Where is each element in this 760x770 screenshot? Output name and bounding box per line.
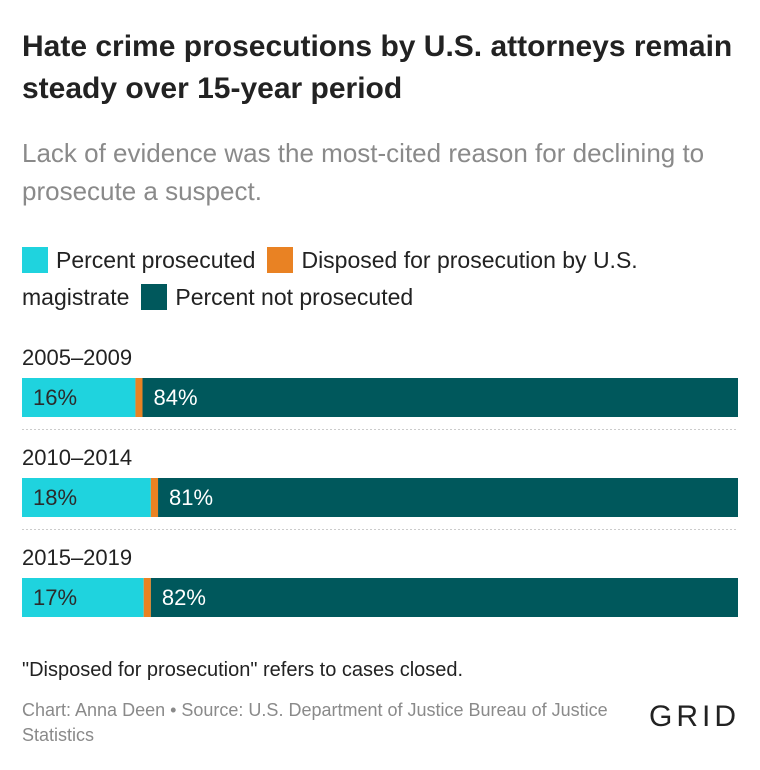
data-label-not-prosecuted: 81% [169, 485, 213, 510]
bar-segment-not-prosecuted [142, 378, 738, 417]
legend-swatch-disposed [267, 247, 294, 273]
grid-logo: GRID [649, 700, 740, 733]
bar-segment-not-prosecuted [150, 578, 738, 617]
chart-title: Hate crime prosecutions by U.S. attorney… [22, 30, 733, 105]
data-label-not-prosecuted: 82% [162, 585, 206, 610]
bar-segment-not-prosecuted [158, 478, 738, 517]
bar-segment-prosecuted [22, 578, 144, 617]
legend-swatch-prosecuted [22, 247, 48, 273]
category-label: 2015–2019 [22, 545, 132, 570]
bar-segment-prosecuted [22, 378, 136, 417]
chart-svg: 2005–2009 16% 84% 2010–2014 18% 81% 2015–2019 1… [22, 345, 738, 617]
data-label-prosecuted: 18% [33, 485, 77, 510]
category-label: 2010–2014 [22, 445, 132, 470]
legend-label-disposed: Disposed for prosecution by U.S. magistr… [22, 247, 638, 310]
category-label: 2005–2009 [22, 345, 132, 370]
legend-label-not-prosecuted: Percent not prosecuted [175, 284, 414, 310]
legend-item-not-prosecuted: Percent not prosecuted [141, 284, 413, 310]
bar-segment-disposed [143, 578, 151, 617]
legend-label-prosecuted: Percent prosecuted [56, 247, 256, 273]
data-label-prosecuted: 17% [33, 585, 77, 610]
legend: Percent prosecuted Disposed for prosecuti… [22, 242, 738, 316]
chart-note: "Disposed for prosecution" refers to cas… [22, 659, 464, 681]
chart-subtitle: Lack of evidence was the most-cited reas… [22, 138, 705, 206]
legend-swatch-not-prosecuted [141, 284, 168, 310]
data-label-prosecuted: 16% [33, 385, 77, 410]
data-label-not-prosecuted: 84% [154, 385, 198, 410]
bar-segment-disposed [135, 378, 143, 417]
legend-item-prosecuted: Percent prosecuted [22, 247, 255, 273]
bar-segment-prosecuted [22, 478, 151, 517]
bar-segment-disposed [150, 478, 159, 517]
stacked-bar-chart: 2005–2009 16% 84% 2010–2014 18% 81% 2015–2019 1… [22, 338, 738, 628]
chart-source: Chart: Anna Deen • Source: U.S. Departme… [22, 700, 608, 745]
legend-item-disposed: Disposed for prosecution by U.S. magistr… [22, 247, 638, 310]
